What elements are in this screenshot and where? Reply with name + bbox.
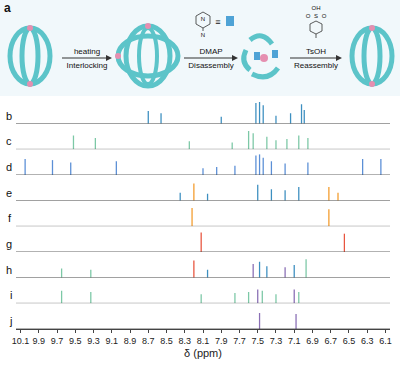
svg-text:6.5: 6.5 — [343, 336, 356, 346]
svg-text:TsOH: TsOH — [306, 47, 326, 56]
svg-text:8.3: 8.3 — [179, 336, 192, 346]
svg-text:8.7: 8.7 — [142, 336, 155, 346]
svg-text:7.9: 7.9 — [215, 336, 228, 346]
svg-text:heating: heating — [74, 47, 100, 56]
svg-text:Reassembly: Reassembly — [294, 61, 338, 70]
svg-text:7.3: 7.3 — [270, 336, 283, 346]
svg-text:δ (ppm): δ (ppm) — [184, 347, 222, 359]
svg-text:7.7: 7.7 — [233, 336, 246, 346]
svg-text:9.1: 9.1 — [106, 336, 119, 346]
svg-text:N: N — [201, 32, 205, 38]
svg-text:j: j — [9, 315, 12, 327]
svg-text:g: g — [6, 238, 12, 250]
svg-text:Interlocking: Interlocking — [67, 61, 108, 70]
svg-text:Disassembly: Disassembly — [188, 61, 233, 70]
svg-text:c: c — [6, 135, 12, 147]
svg-text:10.1: 10.1 — [12, 336, 30, 346]
svg-text:9.5: 9.5 — [69, 336, 82, 346]
svg-text:O: O — [306, 13, 311, 19]
svg-text:f: f — [8, 212, 12, 224]
svg-text:OH: OH — [312, 5, 321, 11]
svg-text:6.7: 6.7 — [324, 336, 337, 346]
svg-text:b: b — [6, 110, 12, 122]
svg-text:8.9: 8.9 — [124, 336, 137, 346]
svg-text:O: O — [322, 13, 327, 19]
svg-text:h: h — [6, 264, 12, 276]
svg-text:6.3: 6.3 — [361, 336, 374, 346]
svg-text:≡: ≡ — [215, 17, 220, 27]
svg-text:8.1: 8.1 — [197, 336, 210, 346]
svg-text:8.5: 8.5 — [160, 336, 173, 346]
svg-text:7.1: 7.1 — [288, 336, 301, 346]
svg-text:a: a — [4, 1, 11, 15]
svg-text:9.7: 9.7 — [51, 336, 64, 346]
svg-text:i: i — [10, 289, 12, 301]
svg-text:9.3: 9.3 — [87, 336, 100, 346]
svg-text:6.1: 6.1 — [379, 336, 392, 346]
svg-text:6.9: 6.9 — [306, 336, 319, 346]
svg-text:e: e — [6, 187, 12, 199]
svg-text:7.5: 7.5 — [251, 336, 264, 346]
svg-text:9.9: 9.9 — [33, 336, 46, 346]
svg-text:d: d — [6, 161, 12, 173]
svg-text:S: S — [314, 13, 318, 19]
svg-text:DMAP: DMAP — [199, 47, 222, 56]
svg-text:N: N — [201, 16, 205, 22]
